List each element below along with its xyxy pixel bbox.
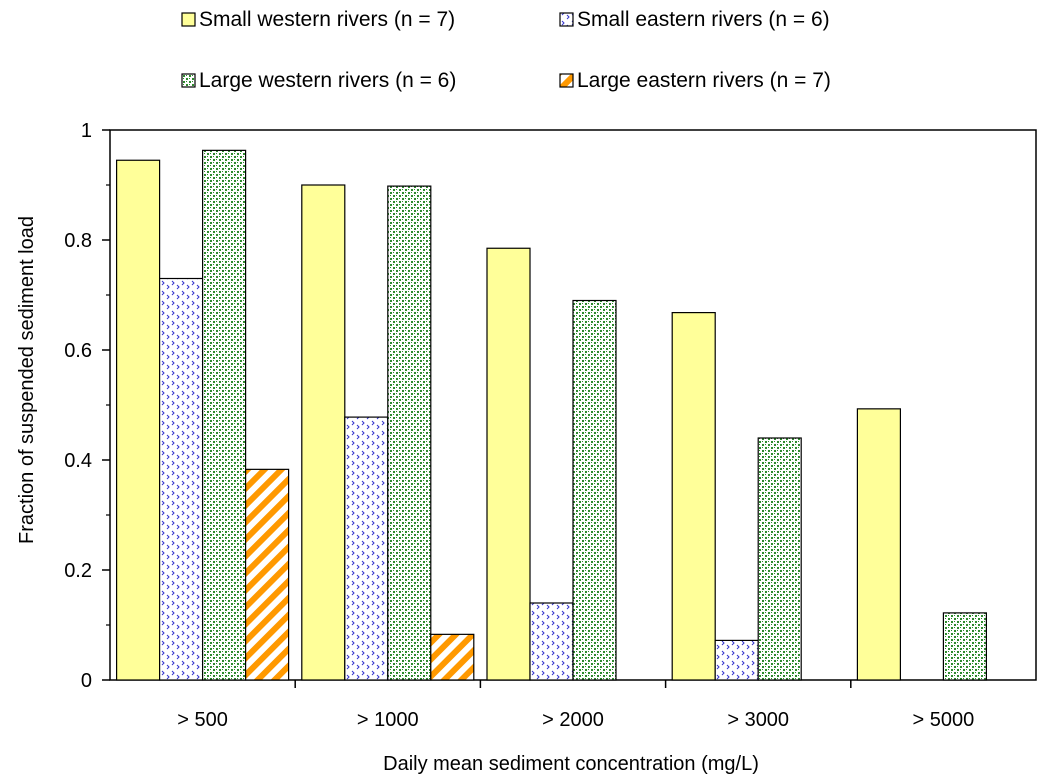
- bar-2-3: [529, 602, 574, 681]
- legend-label-1: Small western rivers (n = 7): [199, 8, 455, 31]
- legend-label-4: Large eastern rivers (n = 7): [577, 69, 831, 92]
- bars: [115, 149, 988, 681]
- legend-swatch-4: [559, 73, 574, 88]
- legend-label-2: Small eastern rivers (n = 6): [577, 8, 830, 31]
- bar-3-5: [942, 612, 988, 681]
- y-tick-label: 0: [81, 670, 92, 692]
- y-tick-label: 0.2: [64, 560, 92, 582]
- x-tick-label: > 500: [177, 709, 228, 731]
- bar-1-4: [671, 312, 716, 681]
- bar-2-2: [344, 416, 389, 681]
- bar-2-4: [714, 639, 759, 681]
- x-tick-label: > 3000: [727, 709, 789, 731]
- x-tick-label: > 5000: [913, 709, 975, 731]
- y-tick-label: 0.8: [64, 230, 92, 252]
- x-axis-title: Daily mean sediment concentration (mg/L): [383, 753, 759, 775]
- x-tick-label: > 1000: [357, 709, 419, 731]
- bar-3-1: [202, 149, 247, 681]
- bar-1-5: [856, 408, 902, 681]
- bar-3-4: [757, 437, 802, 681]
- bar-4-1: [245, 468, 290, 681]
- y-tick-label: 1: [81, 120, 92, 142]
- legend-swatch-2: [559, 12, 574, 27]
- bar-1-2: [301, 184, 346, 681]
- y-axis-title: Fraction of suspended sediment load: [16, 216, 38, 544]
- axis-labels: Daily mean sediment concentration (mg/L)…: [16, 216, 759, 775]
- bar-3-2: [387, 185, 432, 681]
- x-tick-label: > 2000: [542, 709, 604, 731]
- legend-swatch-3: [181, 73, 196, 88]
- bar-2-1: [159, 277, 204, 681]
- y-tick-label: 0.6: [64, 340, 92, 362]
- legend: Small western rivers (n = 7) Small easter…: [181, 8, 831, 92]
- legend-label-3: Large western rivers (n = 6): [199, 69, 456, 92]
- legend-swatch-1: [181, 12, 196, 27]
- bar-1-1: [115, 159, 161, 681]
- bar-1-3: [486, 247, 531, 681]
- bar-3-3: [572, 299, 617, 681]
- bar-4-2: [430, 633, 475, 681]
- y-tick-label: 0.4: [64, 450, 92, 472]
